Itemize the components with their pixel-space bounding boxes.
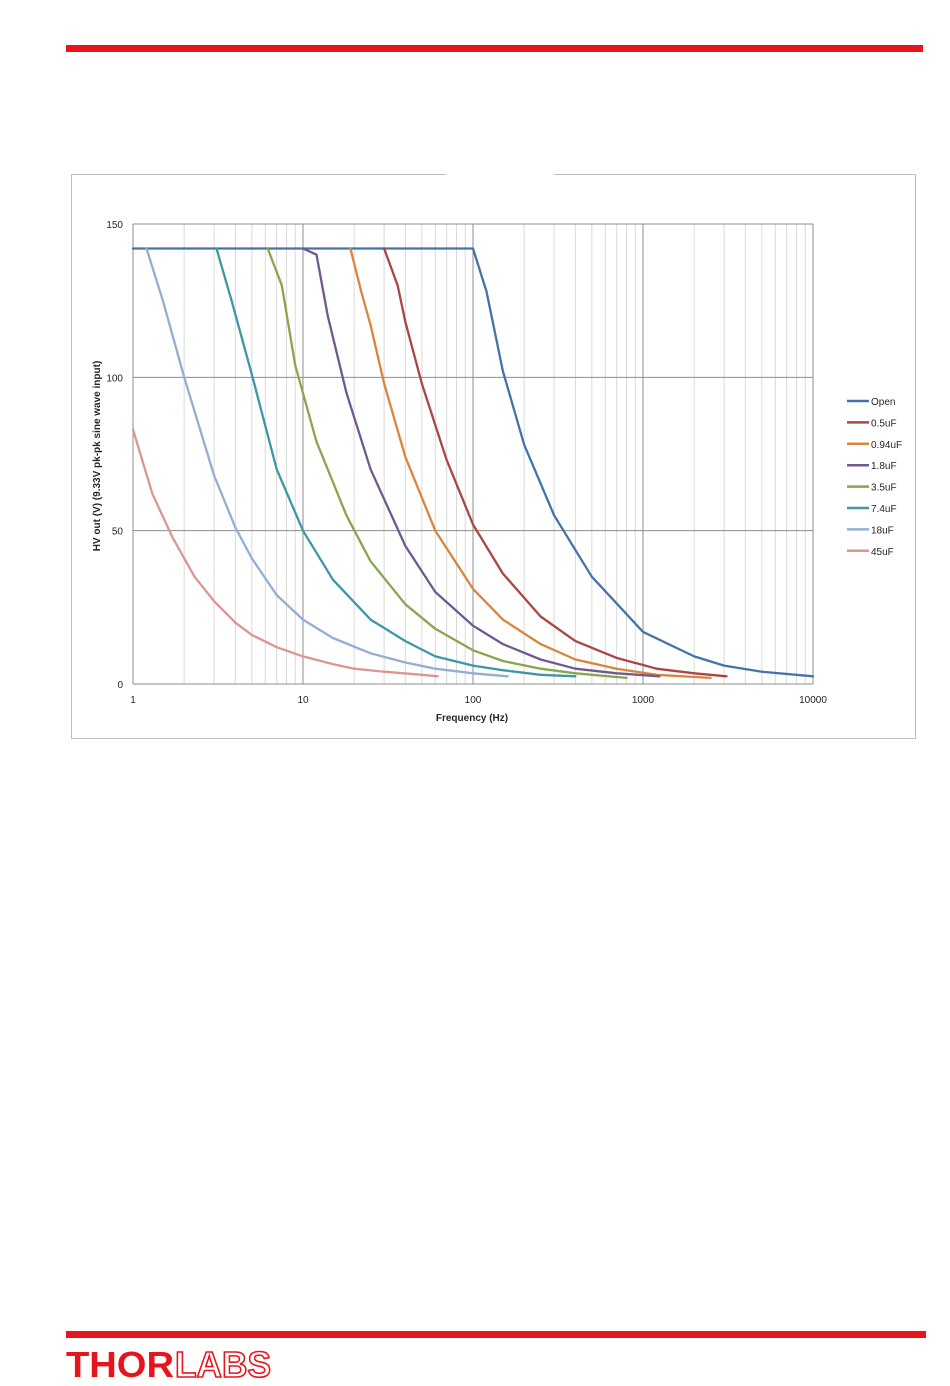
x-axis-label: Frequency (Hz) — [436, 713, 508, 724]
frame-title-gap — [446, 171, 554, 177]
top-red-rule — [66, 45, 923, 52]
legend-label: 45uF — [871, 547, 894, 558]
legend-label: Open — [871, 397, 895, 408]
series-layer — [131, 247, 815, 680]
tick-labels: 1 10 100 1000 10000 0 50 100 150 — [106, 220, 827, 706]
series-line-45uf — [131, 428, 439, 678]
legend-label: 18uF — [871, 525, 894, 536]
x-tick-label: 1 — [130, 695, 136, 706]
series-line-0-94uf — [349, 247, 712, 680]
logo-text-labs: LABS — [175, 1345, 271, 1381]
legend-label: 0.5uF — [871, 418, 897, 429]
series-line-1-8uf — [301, 247, 661, 678]
x-tick-label: 10 — [297, 695, 309, 706]
x-tick-label: 10000 — [799, 695, 827, 706]
series-line-7-4uf — [215, 247, 577, 678]
x-tick-label: 1000 — [632, 695, 655, 706]
legend-label: 1.8uF — [871, 461, 897, 472]
logo-text-thor: THOR — [66, 1345, 174, 1381]
y-tick-label: 150 — [106, 220, 123, 231]
y-tick-label: 50 — [112, 527, 124, 538]
legend-label: 3.5uF — [871, 483, 897, 494]
x-tick-label: 100 — [465, 695, 482, 706]
series-line-open — [131, 247, 815, 678]
chart-frame: 1 10 100 1000 10000 0 50 100 150 Frequency (Hz) … — [71, 174, 916, 739]
series-line-18uf — [145, 247, 509, 678]
bottom-red-rule — [66, 1331, 926, 1338]
legend: Open 0.5uF 0.94uF 1.8uF 3.5uF 7.4uF 18uF 45uF — [847, 397, 902, 558]
thorlabs-logo: THOR LABS — [66, 1343, 276, 1386]
grid — [132, 223, 814, 685]
legend-label: 7.4uF — [871, 504, 897, 515]
y-tick-label: 100 — [106, 373, 123, 384]
series-line-0-5uf — [382, 247, 728, 678]
series-line-3-5uf — [266, 247, 628, 680]
y-tick-label: 0 — [117, 680, 123, 691]
legend-label: 0.94uF — [871, 440, 902, 451]
y-axis-label: HV out (V) (9.33V pk-pk sine wave input) — [92, 361, 103, 552]
